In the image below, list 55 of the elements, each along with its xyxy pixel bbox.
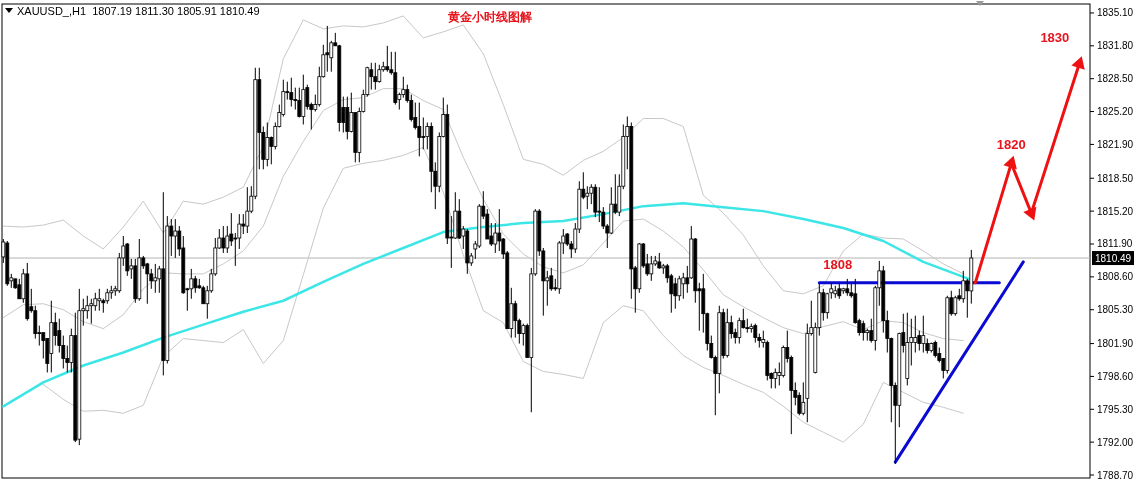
y-tick-label: 1808.60: [1097, 271, 1134, 283]
candlestick: [737, 317, 742, 345]
y-tick-label: 1805.30: [1097, 304, 1134, 316]
candlestick: [597, 186, 602, 223]
text: 黄金小时线图解: [447, 10, 532, 24]
candlestick: [417, 102, 422, 157]
y-tick-label: 1831.80: [1097, 40, 1134, 52]
candlestick: [673, 277, 678, 310]
candlestick: [153, 263, 158, 294]
y-tick-label: 1788.70: [1097, 469, 1134, 480]
y-tick-label: 1825.20: [1097, 106, 1134, 118]
y-tick-label: 1792.00: [1097, 436, 1134, 448]
candlestick: [497, 208, 502, 252]
candlestick: [241, 213, 246, 235]
candlestick: [265, 122, 270, 167]
candlestick: [585, 185, 590, 210]
annotation: XAUUSD_,H1 1807.19 1811.30 1805.91 1810.49: [17, 5, 260, 17]
candlestick: [773, 367, 778, 389]
point: [1071, 56, 1085, 70]
candlestick: [825, 292, 830, 320]
candlestick: [493, 222, 498, 254]
data-label: 1830: [1040, 29, 1070, 45]
y-tick-label: 1798.60: [1097, 370, 1134, 382]
candlestick: [225, 225, 230, 254]
candlestick: [297, 87, 302, 119]
y-tick-label: 1811.90: [1097, 238, 1133, 250]
line-series: [2, 88, 964, 342]
y-tick-label: 1821.90: [1097, 138, 1134, 150]
candlestick: [345, 96, 350, 140]
candlestick: [221, 225, 226, 254]
candlestick: [421, 117, 426, 150]
candlestick: [385, 45, 390, 73]
y-tick-label: 1795.30: [1097, 403, 1134, 415]
candlestick: [953, 295, 958, 317]
candlestick: [753, 323, 758, 344]
data-label: 1820: [996, 137, 1026, 153]
y-tick-label: 1815.20: [1097, 205, 1134, 217]
y-tick-label: 1828.50: [1097, 73, 1134, 85]
point: [1023, 206, 1037, 221]
y-tick-label: 1801.90: [1097, 338, 1134, 350]
ref-line-label: 1810.49: [1095, 252, 1132, 264]
candlestick: [173, 218, 178, 259]
candlestick: [289, 77, 294, 108]
y-tick-label: 1818.50: [1097, 172, 1134, 184]
y-tick-label: 1835.10: [1097, 7, 1134, 19]
candlestick: [89, 298, 94, 325]
candlestick: [961, 270, 966, 304]
candlestick: [913, 315, 918, 354]
candlestick: [245, 186, 250, 234]
data-label: 1808: [823, 256, 853, 272]
line-series: [42, 146, 964, 443]
candlestick: [681, 272, 686, 300]
point: [1003, 155, 1017, 170]
candlestick: [513, 300, 518, 339]
candlestick: [369, 62, 374, 91]
